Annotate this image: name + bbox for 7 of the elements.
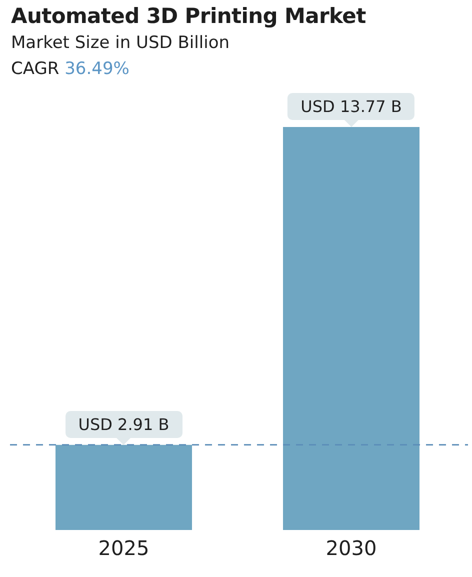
data-label: USD 13.77 B <box>288 93 415 120</box>
data-label: USD 2.91 B <box>65 410 182 438</box>
chart-title: Automated 3D Printing Market <box>11 4 366 28</box>
x-tick-label: 2025 <box>98 536 150 560</box>
x-tick-label: 2030 <box>326 536 377 560</box>
text: CAGR 36.49% <box>11 59 130 79</box>
chart-subtitle: Market Size in USD Billion <box>11 33 231 53</box>
